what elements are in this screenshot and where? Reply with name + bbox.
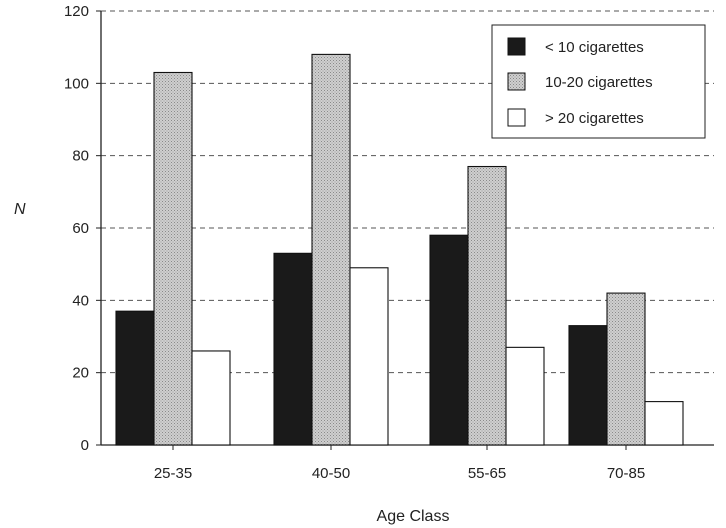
bar-55-65-3 bbox=[505, 346, 545, 446]
y-tick-label: 20 bbox=[72, 365, 89, 382]
bar-40-50-2 bbox=[311, 53, 351, 446]
y-tick-label: 0 bbox=[81, 437, 89, 454]
x-axis-title: Age Class bbox=[377, 508, 450, 525]
bar-40-50-1 bbox=[273, 252, 313, 446]
bars bbox=[115, 53, 684, 446]
y-tick-label: 80 bbox=[72, 148, 89, 165]
x-tick-label: 55-65 bbox=[468, 465, 506, 482]
y-tick-label: 100 bbox=[64, 75, 89, 92]
x-tick-label: 70-85 bbox=[607, 465, 645, 482]
y-axis-title: N bbox=[14, 201, 26, 218]
bar-25-35-1 bbox=[115, 310, 155, 446]
gridlines bbox=[101, 10, 714, 374]
y-tick-label: 120 bbox=[64, 3, 89, 20]
x-tick-label: 40-50 bbox=[312, 465, 350, 482]
x-tick-label: 25-35 bbox=[154, 465, 192, 482]
legend-box bbox=[491, 24, 706, 139]
y-tick-label: 60 bbox=[72, 220, 89, 237]
legend-swatch bbox=[507, 37, 526, 56]
legend-swatch bbox=[507, 108, 526, 127]
bar-70-85-2 bbox=[606, 292, 646, 446]
legend: < 10 cigarettes 10-20 cigarettes > 20 ciga… bbox=[491, 24, 706, 139]
bar-40-50-3 bbox=[349, 267, 389, 446]
x-ticks: 25-35 40-50 55-65 70-85 bbox=[154, 445, 645, 482]
legend-label: < 10 cigarettes bbox=[545, 39, 644, 56]
bar-70-85-3 bbox=[644, 401, 684, 446]
bar-25-35-3 bbox=[191, 350, 231, 446]
legend-swatch bbox=[507, 72, 526, 91]
y-ticks: 0 20 40 60 80 100 120 bbox=[64, 3, 101, 454]
legend-label: > 20 cigarettes bbox=[545, 110, 644, 127]
bar-55-65-2 bbox=[467, 165, 507, 446]
bar-25-35-2 bbox=[153, 71, 193, 446]
legend-label: 10-20 cigarettes bbox=[545, 74, 653, 91]
y-tick-label: 40 bbox=[72, 292, 89, 309]
bar-70-85-1 bbox=[568, 325, 608, 446]
bar-55-65-1 bbox=[429, 234, 469, 446]
